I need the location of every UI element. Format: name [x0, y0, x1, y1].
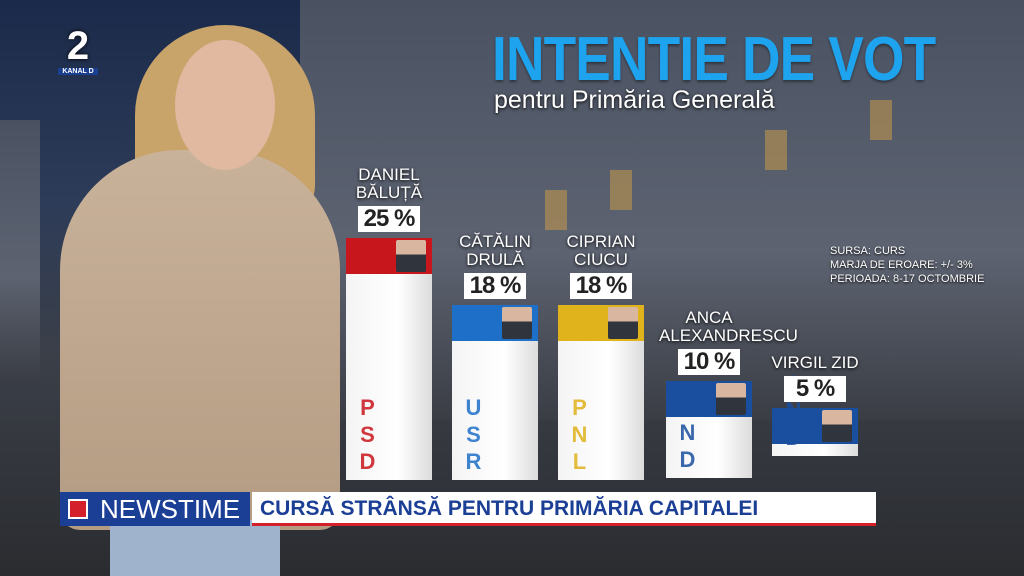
- bar-cap: [666, 381, 752, 417]
- person-coat: [60, 150, 340, 530]
- candidate-name: DANIEL BĂLUȚĂ: [355, 164, 423, 202]
- party-label: PSD: [355, 395, 380, 476]
- ticker: NEWSTIME CURSĂ STRÂNSĂ PENTRU PRIMĂRIA C…: [60, 492, 876, 526]
- value-label: 18 %: [570, 273, 632, 300]
- logo-channel: KANAL D: [58, 68, 98, 75]
- bar: PNL: [558, 305, 644, 480]
- candidate-photo: [608, 307, 638, 340]
- value-label: 5 %: [784, 375, 846, 402]
- candidate-name: VIRGIL ZID: [771, 352, 859, 372]
- channel-logo: 2 KANAL D: [58, 24, 98, 80]
- candidate-photo: [502, 307, 532, 340]
- candidate-photo: [716, 383, 746, 415]
- person-legs: [110, 520, 280, 576]
- party-label: IND: [675, 393, 700, 474]
- bar-cap: [772, 407, 858, 444]
- candidate-name: CĂTĂLIN DRULĂ: [459, 232, 531, 270]
- chart-subtitle: pentru Primăria Generală: [494, 86, 775, 114]
- party-label: USR: [461, 394, 486, 476]
- bar-cap: [452, 305, 538, 342]
- source-notes: SURSA: CURS MARJA DE EROARE: +/- 3% PERIOA…: [830, 244, 984, 286]
- window: [765, 130, 787, 170]
- bar-cap: [346, 237, 432, 274]
- value-label: 25 %: [358, 205, 420, 232]
- brand-icon: [68, 499, 88, 519]
- window: [545, 190, 567, 230]
- value-label: 10 %: [678, 349, 740, 375]
- candidate-photo: [396, 239, 426, 272]
- value-label: 18 %: [464, 273, 526, 300]
- building: [0, 120, 40, 380]
- bar: IND: [666, 381, 752, 478]
- candidate-photo: [822, 409, 852, 442]
- candidate-name: ANCA ALEXANDRESCU: [659, 308, 798, 345]
- brand-text: NEWSTIME: [100, 494, 241, 524]
- source-note: MARJA DE EROARE: +/- 3%: [830, 259, 973, 271]
- bar-cap: [558, 305, 644, 342]
- bar: USR: [452, 305, 538, 480]
- person-head: [175, 40, 275, 170]
- ticker-headline: CURSĂ STRÂNSĂ PENTRU PRIMĂRIA CAPITALEI: [252, 492, 876, 526]
- window: [870, 100, 892, 140]
- candidate-name: CIPRIAN CIUCU: [566, 232, 636, 270]
- chart-title: INTENTIE DE VOT: [492, 25, 936, 94]
- bar: PSD: [346, 237, 432, 480]
- source-note: PERIOADA: 8-17 OCTOMBRIE: [830, 273, 985, 285]
- ticker-brand: NEWSTIME: [60, 492, 250, 526]
- window: [610, 170, 632, 210]
- party-label: PNL: [567, 394, 592, 476]
- bar: IND: [772, 371, 858, 456]
- logo-number: 2: [66, 24, 90, 68]
- source-note: SURSA: CURS: [830, 245, 906, 257]
